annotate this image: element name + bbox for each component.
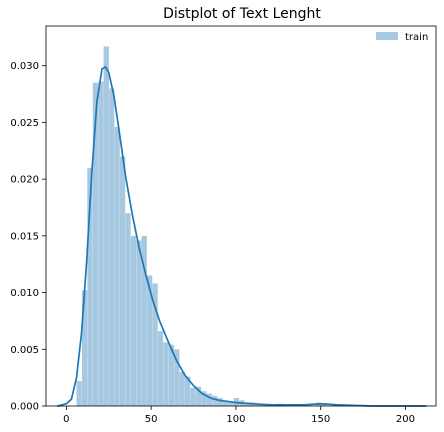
y-tick-label: 0.020 <box>10 175 39 186</box>
histogram-bar <box>195 386 202 406</box>
histogram-bar <box>109 88 115 406</box>
histogram-bar <box>141 235 147 406</box>
histogram-bar <box>152 283 158 406</box>
kde-line <box>57 65 427 407</box>
histogram-bar <box>174 349 180 406</box>
y-tick-label: 0.015 <box>10 231 39 242</box>
y-tick-label: 0.030 <box>10 61 39 72</box>
legend-swatch <box>376 32 398 40</box>
histogram-bar <box>190 387 196 406</box>
kde-layer <box>57 65 427 407</box>
x-tick-label: 100 <box>226 414 245 425</box>
legend-label: train <box>405 32 428 43</box>
x-tick-label: 50 <box>145 414 158 425</box>
histogram-bar <box>321 403 327 406</box>
y-tick-label: 0.025 <box>10 118 39 129</box>
x-tick-label: 0 <box>63 414 69 425</box>
histogram-bar <box>201 391 207 406</box>
histogram-bars <box>76 46 327 407</box>
plot-frame <box>45 25 437 407</box>
histogram-bar <box>168 344 174 406</box>
histogram-bar <box>130 235 137 406</box>
chart-title: Distplot of Text Lenght <box>163 6 321 22</box>
histogram-bar <box>114 126 120 407</box>
histogram-bar <box>147 275 153 406</box>
axes-layer: 0 50 100 150 200 0.000 0.005 0.010 0.015 0.020 0.0… <box>10 25 437 425</box>
x-tick-label: 150 <box>311 414 330 425</box>
histogram-bar <box>228 401 234 406</box>
histogram-bar <box>185 376 191 406</box>
histogram-bar <box>125 213 131 406</box>
histogram-bar <box>223 400 229 406</box>
histogram-bar <box>206 393 212 406</box>
y-tick-label: 0.005 <box>10 345 39 356</box>
histogram-bar <box>136 240 142 406</box>
x-tick-label: 200 <box>396 414 415 425</box>
histogram-bar <box>217 398 223 406</box>
histogram-bar <box>103 46 109 407</box>
histogram-bar <box>212 395 218 406</box>
histogram-bar <box>92 82 99 406</box>
histogram-bar <box>81 290 88 406</box>
histogram-bar <box>87 167 93 406</box>
legend: train <box>376 32 428 43</box>
histogram-bar <box>119 156 126 406</box>
y-tick-label: 0.010 <box>10 288 39 299</box>
histogram-bar <box>157 331 164 406</box>
histogram-bar <box>98 81 104 406</box>
histogram-bar <box>163 342 169 406</box>
histogram-bar <box>244 402 250 406</box>
y-tick-label: 0.000 <box>10 402 39 413</box>
histogram-bar <box>179 371 185 406</box>
histogram-bar <box>76 381 82 406</box>
